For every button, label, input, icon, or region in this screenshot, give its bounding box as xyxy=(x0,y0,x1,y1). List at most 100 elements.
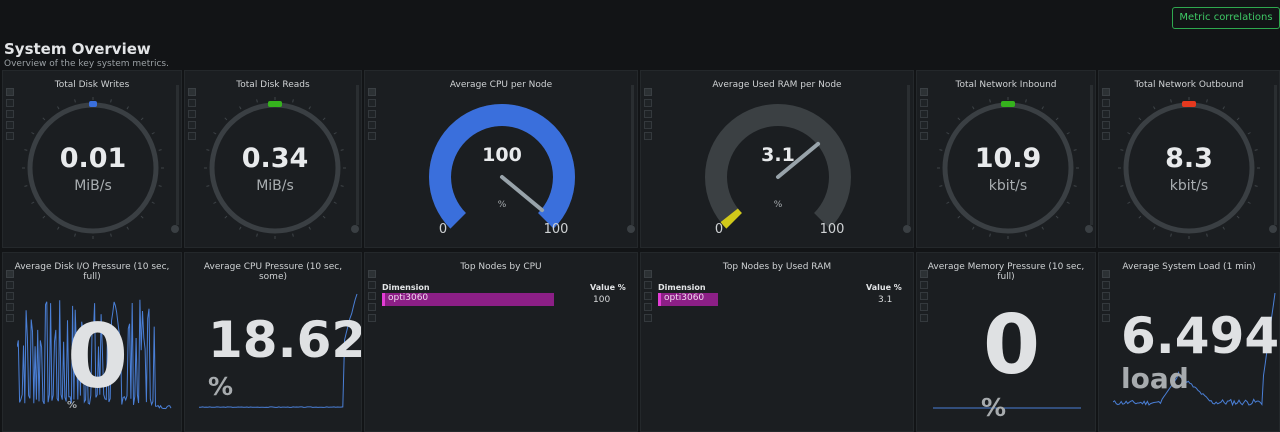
tool-icon[interactable] xyxy=(920,292,928,300)
tool-icon[interactable] xyxy=(1102,303,1110,311)
tool-icon[interactable] xyxy=(368,121,376,129)
tool-icon[interactable] xyxy=(188,132,196,140)
page-subtitle: Overview of the key system metrics. xyxy=(4,59,169,69)
drag-icon[interactable] xyxy=(644,270,652,278)
tool-icon[interactable] xyxy=(368,303,376,311)
big-value: 0 xyxy=(983,298,1041,393)
tool-icon[interactable] xyxy=(920,99,928,107)
tool-icon[interactable] xyxy=(368,99,376,107)
gauge-tick xyxy=(333,201,337,204)
drag-icon[interactable] xyxy=(368,270,376,278)
tool-icon[interactable] xyxy=(644,132,652,140)
gauge-tick xyxy=(308,106,311,110)
column-header-dimension[interactable]: Dimension xyxy=(658,283,706,292)
drag-icon[interactable] xyxy=(6,270,14,278)
tool-icon[interactable] xyxy=(368,110,376,118)
info-icon[interactable] xyxy=(1085,225,1093,233)
tool-icon[interactable] xyxy=(1102,281,1110,289)
card-average-system-load: Average System Load (1 min) 6.494 load xyxy=(1098,252,1280,432)
gauge-tick xyxy=(308,226,311,230)
tool-icon[interactable] xyxy=(6,314,14,322)
drag-icon[interactable] xyxy=(1102,270,1110,278)
tool-icon[interactable] xyxy=(1102,110,1110,118)
tool-icon[interactable] xyxy=(644,303,652,311)
tool-icon[interactable] xyxy=(644,99,652,107)
tool-icon[interactable] xyxy=(920,121,928,129)
gauge-tick xyxy=(1025,99,1027,103)
tool-icon[interactable] xyxy=(6,303,14,311)
resize-handle[interactable] xyxy=(176,85,179,225)
drag-icon[interactable] xyxy=(1102,88,1110,96)
column-header-dimension[interactable]: Dimension xyxy=(382,283,430,292)
gauge-unit: MiB/s xyxy=(74,178,112,194)
drag-icon[interactable] xyxy=(368,88,376,96)
card-title: Top Nodes by CPU xyxy=(460,262,542,272)
tool-icon[interactable] xyxy=(920,314,928,322)
column-header-value[interactable]: Value % xyxy=(590,283,626,292)
gauge-tick xyxy=(972,226,975,230)
card-total-network-outbound: Total Network Outbound 8.3 kbit/s xyxy=(1098,70,1280,248)
tool-icon[interactable] xyxy=(644,292,652,300)
metric-correlations-button[interactable]: Metric correlations xyxy=(1172,7,1280,29)
resize-handle[interactable] xyxy=(1090,85,1093,225)
tool-icon[interactable] xyxy=(6,132,14,140)
tool-icon[interactable] xyxy=(6,99,14,107)
tool-icon[interactable] xyxy=(188,121,196,129)
info-icon[interactable] xyxy=(171,225,179,233)
tool-icon[interactable] xyxy=(1102,132,1110,140)
info-icon[interactable] xyxy=(351,225,359,233)
gauge-tick xyxy=(239,226,242,230)
tool-icon[interactable] xyxy=(1102,121,1110,129)
tool-icon[interactable] xyxy=(920,281,928,289)
tool-icon[interactable] xyxy=(188,110,196,118)
info-icon[interactable] xyxy=(903,225,911,233)
gauge-tick xyxy=(110,233,112,237)
drag-icon[interactable] xyxy=(920,270,928,278)
card-title: Average CPU Pressure (10 sec, some) xyxy=(203,262,343,282)
tool-icon[interactable] xyxy=(368,281,376,289)
gauge-tick xyxy=(292,99,294,103)
gauge-tick xyxy=(239,106,242,110)
tool-icon[interactable] xyxy=(368,314,376,322)
resize-handle[interactable] xyxy=(1274,85,1277,225)
tool-icon[interactable] xyxy=(644,314,652,322)
tool-icon[interactable] xyxy=(644,121,652,129)
info-icon[interactable] xyxy=(627,225,635,233)
gauge-tick xyxy=(340,149,344,151)
tool-icon[interactable] xyxy=(6,110,14,118)
tool-icon[interactable] xyxy=(1102,314,1110,322)
tool-icon[interactable] xyxy=(6,292,14,300)
gauge-ticks xyxy=(204,97,346,239)
tool-icon[interactable] xyxy=(368,132,376,140)
gauge-tick xyxy=(224,215,228,219)
tool-icon[interactable] xyxy=(1102,292,1110,300)
gauge-value: 8.3 xyxy=(1165,143,1213,174)
tool-icon[interactable] xyxy=(1102,99,1110,107)
tool-icon[interactable] xyxy=(920,132,928,140)
resize-handle[interactable] xyxy=(356,85,359,225)
arc-fill xyxy=(720,208,743,229)
toolbox xyxy=(1102,270,1111,325)
drag-icon[interactable] xyxy=(6,88,14,96)
tool-icon[interactable] xyxy=(368,292,376,300)
gauge-tick xyxy=(256,233,258,237)
sparkline-chart xyxy=(933,407,1081,409)
tool-icon[interactable] xyxy=(6,281,14,289)
tool-icon[interactable] xyxy=(644,281,652,289)
tool-icon[interactable] xyxy=(188,99,196,107)
tool-icon[interactable] xyxy=(6,121,14,129)
gauge-tick xyxy=(1153,226,1156,230)
drag-icon[interactable] xyxy=(644,88,652,96)
gauge-tick xyxy=(151,201,155,204)
tool-icon[interactable] xyxy=(920,303,928,311)
drag-icon[interactable] xyxy=(188,88,196,96)
tool-icon[interactable] xyxy=(644,110,652,118)
resize-handle[interactable] xyxy=(631,85,634,225)
tool-icon[interactable] xyxy=(920,110,928,118)
resize-handle[interactable] xyxy=(907,85,910,225)
table-row-bar: opti3060 xyxy=(658,293,718,306)
info-icon[interactable] xyxy=(1269,225,1277,233)
column-header-value[interactable]: Value % xyxy=(866,283,902,292)
drag-icon[interactable] xyxy=(920,88,928,96)
sparkline-chart xyxy=(199,293,358,408)
